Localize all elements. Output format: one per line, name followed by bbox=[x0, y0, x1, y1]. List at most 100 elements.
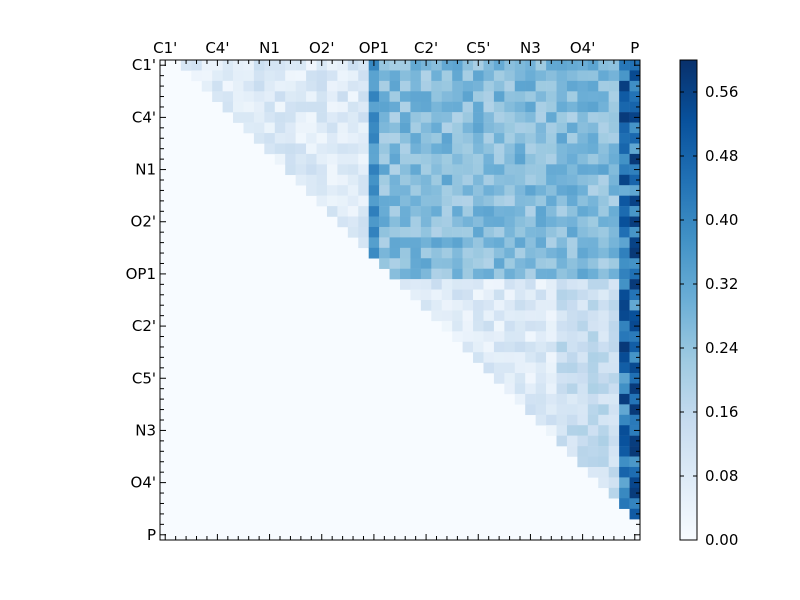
heatmap-cell bbox=[598, 310, 609, 322]
heatmap-cell bbox=[493, 122, 505, 134]
heatmap-cell bbox=[535, 112, 547, 123]
heatmap-cell bbox=[525, 185, 536, 196]
heatmap-cell bbox=[566, 300, 578, 311]
heatmap-cell bbox=[431, 237, 442, 249]
heatmap-cell bbox=[608, 60, 620, 71]
heatmap-cell bbox=[525, 164, 536, 176]
heatmap-cell bbox=[410, 101, 422, 113]
heatmap-cell bbox=[483, 331, 495, 342]
heatmap-cell bbox=[347, 216, 359, 228]
heatmap-cell bbox=[577, 153, 589, 165]
heatmap-cell bbox=[493, 362, 505, 374]
axis-ticks bbox=[160, 60, 640, 540]
heatmap-cell bbox=[400, 164, 411, 176]
heatmap-cell bbox=[452, 216, 463, 228]
heatmap-cell bbox=[452, 112, 463, 123]
heatmap-cell bbox=[473, 237, 484, 249]
heatmap-cell bbox=[546, 174, 557, 186]
heatmap-cell bbox=[504, 143, 516, 155]
heatmap-cell bbox=[389, 153, 401, 165]
heatmap-cell bbox=[514, 164, 526, 176]
heatmap-cell bbox=[483, 101, 495, 113]
heatmap-cell bbox=[253, 91, 265, 102]
heatmap-cell bbox=[546, 352, 557, 363]
heatmap-cell bbox=[410, 216, 422, 228]
heatmap-cell bbox=[431, 268, 442, 280]
heatmap-cell bbox=[337, 133, 349, 144]
heatmap-cell bbox=[326, 122, 338, 134]
heatmap-cell bbox=[598, 373, 609, 384]
heatmap-cell bbox=[441, 320, 453, 332]
heatmap-cell bbox=[598, 112, 609, 123]
heatmap-cell bbox=[441, 60, 453, 71]
heatmap-cell bbox=[525, 91, 536, 102]
heatmap-cell bbox=[577, 393, 589, 405]
heatmap-cell bbox=[243, 112, 255, 123]
heatmap-cell bbox=[629, 383, 641, 395]
heatmap-cell bbox=[400, 195, 411, 207]
heatmap-cell bbox=[368, 206, 380, 217]
heatmap-cell bbox=[441, 143, 453, 155]
heatmap-cell bbox=[431, 247, 442, 259]
heatmap-cell bbox=[546, 101, 557, 113]
heatmap-cell bbox=[566, 80, 578, 92]
heatmap-cell bbox=[285, 133, 296, 144]
heatmap-cell bbox=[587, 268, 599, 280]
heatmap-cell bbox=[556, 247, 568, 259]
heatmap-cell bbox=[577, 414, 589, 426]
heatmap-cell bbox=[212, 70, 223, 82]
heatmap-cell bbox=[577, 300, 589, 311]
heatmap-cell bbox=[473, 279, 484, 290]
heatmap-cell bbox=[619, 477, 630, 489]
heatmap-cell bbox=[316, 153, 328, 165]
heatmap-cell bbox=[587, 466, 599, 478]
heatmap-cell bbox=[368, 122, 380, 134]
heatmap-cell bbox=[629, 258, 641, 269]
heatmap-cell bbox=[462, 331, 474, 342]
heatmap-cell bbox=[514, 133, 526, 144]
heatmap-cell bbox=[358, 133, 369, 144]
heatmap-cell bbox=[546, 258, 557, 269]
heatmap-cell bbox=[493, 279, 505, 290]
heatmap-cell bbox=[462, 133, 474, 144]
heatmap-cell bbox=[410, 112, 422, 123]
heatmap-cell bbox=[504, 80, 516, 92]
heatmap-cell bbox=[504, 258, 516, 269]
heatmap-cell bbox=[535, 320, 547, 332]
heatmap-cell bbox=[525, 383, 536, 395]
heatmap-cell bbox=[619, 268, 630, 280]
heatmap-cell bbox=[619, 195, 630, 207]
heatmap-cell bbox=[577, 216, 589, 228]
x-tick-label: P bbox=[630, 39, 639, 57]
heatmap-cell bbox=[535, 133, 547, 144]
heatmap-cell bbox=[566, 91, 578, 102]
heatmap-cell bbox=[587, 404, 599, 416]
heatmap-cell bbox=[598, 101, 609, 113]
heatmap-cell bbox=[608, 174, 620, 186]
heatmap-cell bbox=[326, 101, 338, 113]
heatmap-cell bbox=[535, 300, 547, 311]
heatmap-cell bbox=[452, 143, 463, 155]
heatmap-cell bbox=[389, 174, 401, 186]
heatmap-cell bbox=[441, 289, 453, 301]
heatmap-cell bbox=[264, 80, 276, 92]
heatmap-cell bbox=[525, 393, 536, 405]
heatmap-cell bbox=[587, 174, 599, 186]
heatmap-cell bbox=[619, 310, 630, 322]
heatmap-cell bbox=[400, 174, 411, 186]
heatmap-cell bbox=[535, 80, 547, 92]
heatmap-cell bbox=[556, 112, 568, 123]
heatmap-cell bbox=[462, 60, 474, 71]
heatmap-cell bbox=[525, 341, 536, 353]
heatmap-cell bbox=[587, 237, 599, 249]
heatmap-cell bbox=[420, 226, 432, 238]
heatmap-cell bbox=[493, 153, 505, 165]
heatmap-cell bbox=[598, 414, 609, 426]
heatmap-cell bbox=[546, 268, 557, 280]
heatmap-cell bbox=[525, 80, 536, 92]
heatmap-cell bbox=[180, 60, 192, 71]
heatmap-cell bbox=[400, 80, 411, 92]
heatmap-cell bbox=[389, 101, 401, 113]
heatmap-cell bbox=[285, 122, 296, 134]
heatmap-cell bbox=[525, 112, 536, 123]
